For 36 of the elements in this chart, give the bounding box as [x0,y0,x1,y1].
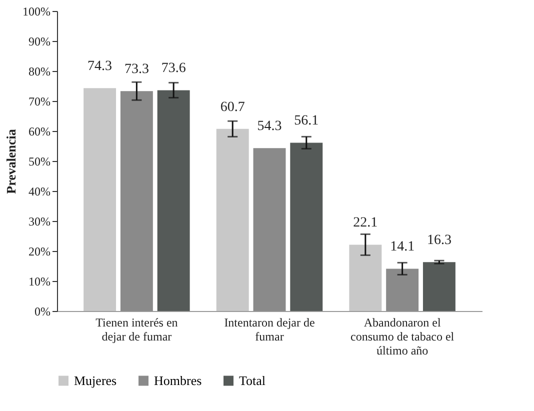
y-tick-label: 30% [28,214,50,228]
y-tick-label: 80% [28,64,50,78]
y-tick-label: 60% [28,124,50,138]
data-label: 54.3 [257,119,282,134]
data-label: 22.1 [353,216,378,231]
bar [253,148,286,311]
y-tick-label: 100% [22,4,50,18]
y-tick-label: 0% [34,304,50,318]
data-label: 73.6 [161,61,186,76]
y-tick-label: 10% [28,274,50,288]
data-label: 73.3 [124,62,149,78]
bar [157,90,190,311]
y-tick-label: 70% [28,94,50,108]
data-label: 16.3 [426,233,452,248]
y-axis-title: Prevalencia [4,128,19,194]
legend-label: Total [239,372,266,388]
data-label: 60.7 [220,100,245,115]
y-tick-label: 40% [28,184,50,198]
y-tick-label: 50% [28,154,50,168]
legend-label: Hombres [154,372,202,388]
data-label: 14.1 [390,240,415,255]
bar [216,128,249,311]
bar [349,244,382,311]
x-tick-label: Abandonaron el consumo de tabaco el último año [350,316,455,358]
data-label: 74.3 [88,59,112,74]
y-tick-label: 20% [28,244,50,258]
bar [84,88,116,311]
bar [386,268,419,311]
bar [290,142,323,311]
legend-label: Mujeres [74,372,117,388]
data-label: 56.1 [294,114,319,129]
x-tick-label: Tienen interés en dejar de fumar [96,316,178,344]
y-tick-label: 90% [28,34,50,48]
x-tick-label: Intentaron dejar de fumar [224,316,315,344]
bar [422,262,456,311]
bar [120,91,153,311]
